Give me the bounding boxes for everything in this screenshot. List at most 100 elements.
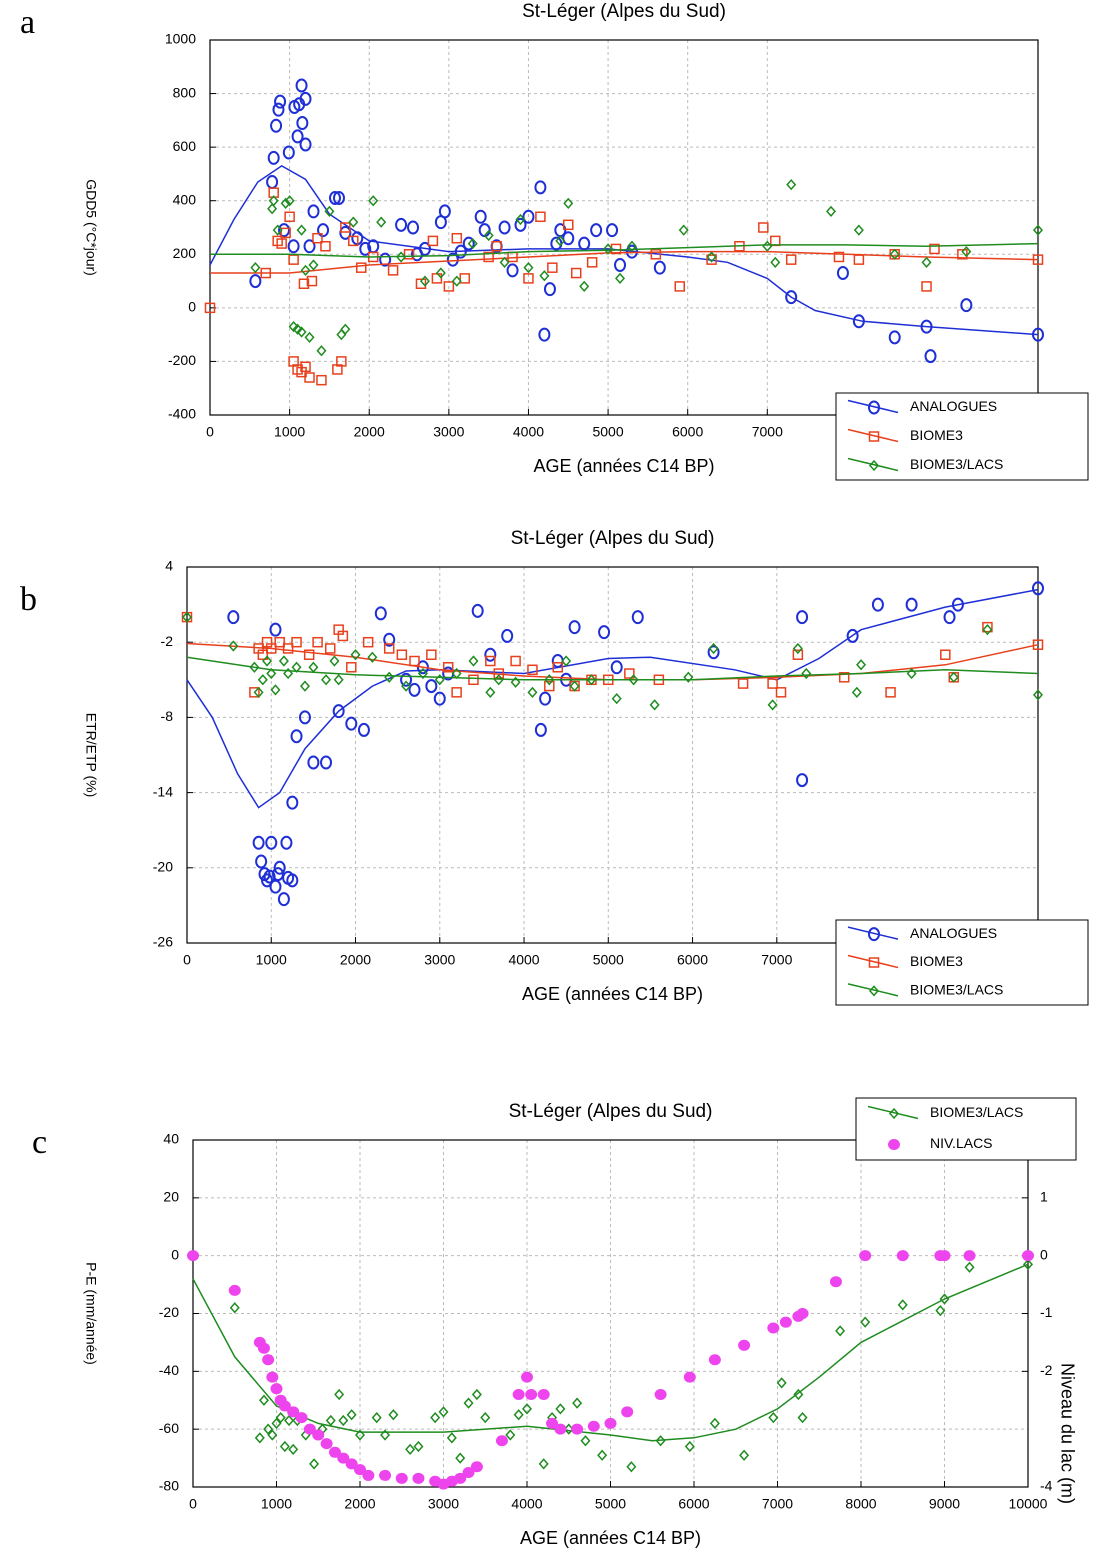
point bbox=[280, 835, 293, 850]
point bbox=[514, 217, 527, 232]
point bbox=[451, 667, 462, 680]
point bbox=[506, 263, 519, 278]
point bbox=[655, 1435, 666, 1447]
y-tick-label: 800 bbox=[173, 84, 197, 100]
legend-label: BIOME3/LACS bbox=[910, 982, 1003, 998]
point bbox=[793, 1388, 804, 1401]
point bbox=[282, 145, 295, 160]
point bbox=[501, 628, 514, 643]
point bbox=[451, 232, 463, 244]
point bbox=[737, 678, 749, 689]
point bbox=[785, 254, 797, 265]
point bbox=[624, 668, 635, 679]
point bbox=[468, 655, 479, 667]
point bbox=[544, 674, 555, 686]
point bbox=[491, 241, 502, 252]
point bbox=[403, 249, 415, 260]
legend-marker bbox=[868, 985, 880, 997]
point bbox=[467, 237, 478, 250]
point bbox=[354, 1464, 366, 1476]
point bbox=[295, 78, 308, 93]
point bbox=[963, 1250, 976, 1262]
point bbox=[279, 1440, 290, 1453]
point bbox=[295, 1412, 308, 1424]
point bbox=[350, 649, 361, 661]
x-tick-label: 1000 bbox=[274, 424, 305, 440]
point bbox=[960, 298, 973, 313]
point bbox=[308, 259, 319, 271]
x-tick-label: 7000 bbox=[761, 952, 792, 968]
y-tick-label: 400 bbox=[173, 191, 197, 207]
point bbox=[257, 1342, 270, 1354]
y-tick-label: -8 bbox=[161, 708, 174, 724]
point bbox=[265, 835, 278, 850]
plot-frame bbox=[186, 566, 1039, 944]
point bbox=[288, 1443, 299, 1456]
point bbox=[274, 636, 285, 648]
chart-title: St-Léger (Alpes du Sud) bbox=[509, 1101, 713, 1122]
point bbox=[282, 643, 294, 654]
point bbox=[286, 795, 299, 810]
point bbox=[770, 256, 781, 268]
point bbox=[603, 243, 614, 255]
point bbox=[485, 686, 496, 698]
point bbox=[614, 258, 627, 272]
point bbox=[758, 222, 769, 233]
point bbox=[308, 661, 319, 673]
point bbox=[255, 854, 268, 869]
y-tick-label: 4 bbox=[165, 558, 173, 574]
point bbox=[459, 273, 471, 284]
y2-tick-label: 1 bbox=[1040, 1189, 1048, 1205]
point bbox=[269, 879, 282, 894]
point bbox=[628, 674, 639, 686]
point bbox=[278, 223, 291, 238]
point bbox=[419, 275, 430, 287]
point bbox=[454, 1472, 467, 1484]
y2-axis-label: Niveau du lac (m) bbox=[1057, 1363, 1077, 1504]
point bbox=[296, 116, 309, 131]
point bbox=[368, 195, 379, 207]
point bbox=[229, 1302, 240, 1314]
point bbox=[738, 1339, 751, 1351]
point bbox=[435, 267, 446, 279]
point bbox=[316, 345, 327, 357]
point bbox=[433, 691, 446, 706]
x-tick-label: 5000 bbox=[593, 952, 624, 968]
point bbox=[586, 257, 598, 268]
point bbox=[357, 722, 370, 737]
point bbox=[885, 687, 896, 698]
point bbox=[626, 1461, 637, 1473]
point bbox=[650, 249, 662, 260]
point bbox=[625, 244, 638, 259]
point bbox=[468, 674, 479, 686]
y-axis-label: ETR/ETP (%) bbox=[83, 713, 99, 798]
point bbox=[943, 610, 956, 625]
point bbox=[354, 1429, 366, 1441]
point bbox=[359, 241, 372, 256]
point bbox=[270, 1383, 283, 1395]
point bbox=[706, 254, 717, 265]
point bbox=[631, 610, 644, 625]
point bbox=[571, 1423, 584, 1435]
point bbox=[438, 204, 451, 219]
point bbox=[572, 1397, 583, 1409]
point bbox=[418, 241, 431, 256]
point bbox=[276, 238, 287, 249]
point bbox=[283, 667, 294, 680]
point bbox=[578, 236, 591, 251]
point bbox=[938, 1250, 951, 1262]
point bbox=[278, 655, 289, 667]
point bbox=[348, 235, 359, 247]
point bbox=[493, 668, 505, 679]
legend-marker bbox=[888, 1139, 900, 1150]
point bbox=[547, 262, 558, 273]
point bbox=[267, 203, 278, 215]
point bbox=[266, 1371, 279, 1383]
point bbox=[412, 1472, 425, 1484]
point bbox=[396, 251, 407, 263]
point bbox=[309, 1458, 320, 1470]
point bbox=[859, 1250, 872, 1262]
point bbox=[708, 1354, 721, 1366]
point bbox=[563, 219, 574, 231]
point bbox=[951, 597, 964, 612]
